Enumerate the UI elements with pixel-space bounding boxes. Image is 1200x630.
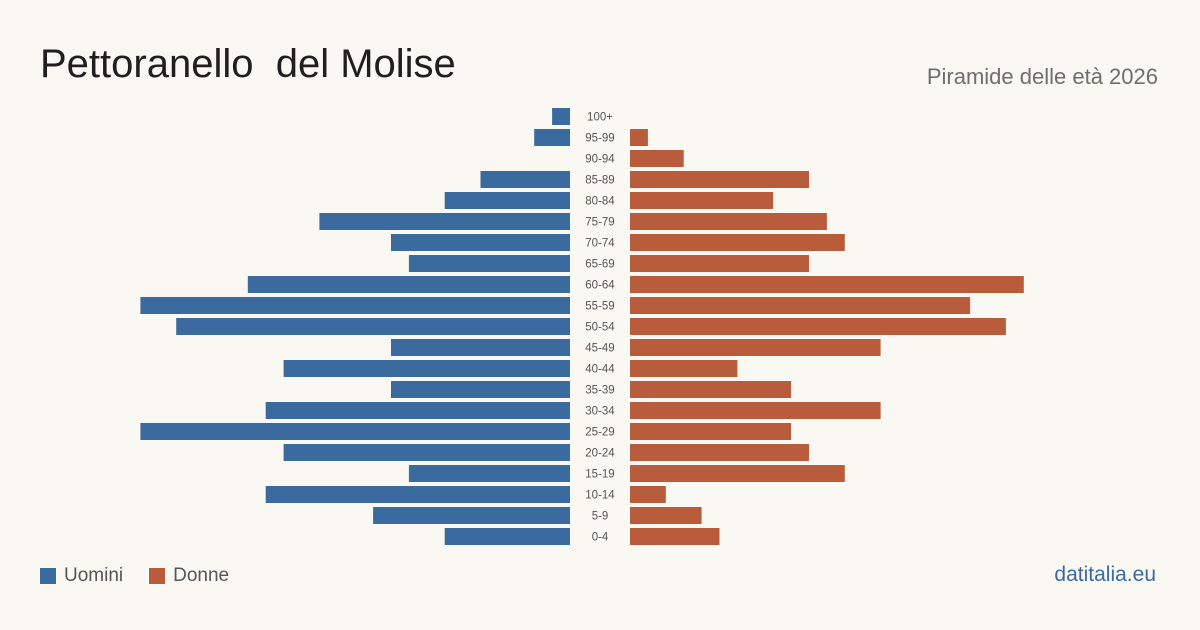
age-label: 65-69: [585, 259, 614, 271]
brand-link[interactable]: datitalia.eu: [1054, 563, 1156, 586]
age-label: 30-34: [585, 406, 615, 418]
age-label: 90-94: [585, 154, 615, 166]
bar-men-25-29: [140, 423, 570, 440]
age-label: 5-9: [592, 511, 609, 523]
bar-men-95-99: [534, 129, 570, 146]
age-label: 15-19: [585, 469, 614, 481]
bar-women-70-74: [630, 234, 845, 251]
bar-men-40-44: [283, 360, 570, 377]
bar-women-80-84: [630, 192, 774, 209]
bar-men-50-54: [176, 318, 570, 335]
bar-women-95-99: [630, 129, 648, 146]
legend-swatch-women: [149, 568, 166, 584]
bar-women-60-64: [630, 276, 1024, 293]
bar-men-10-14: [265, 486, 570, 503]
bar-women-85-89: [630, 171, 809, 188]
age-label: 20-24: [585, 448, 615, 460]
age-label: 60-64: [585, 280, 615, 292]
bar-men-85-89: [480, 171, 570, 188]
age-label: 50-54: [585, 322, 615, 334]
legend-item-men: Uomini: [40, 565, 123, 587]
bar-women-75-79: [630, 213, 827, 230]
bar-men-45-49: [391, 339, 570, 356]
age-label: 35-39: [585, 385, 614, 397]
bar-men-55-59: [140, 297, 570, 314]
bar-men-15-19: [408, 465, 570, 482]
bar-women-0-4: [630, 528, 720, 545]
age-label: 80-84: [585, 196, 615, 208]
age-label: 95-99: [585, 133, 614, 145]
bar-women-10-14: [630, 486, 666, 503]
age-label: 55-59: [585, 301, 614, 313]
legend-swatch-men: [40, 568, 56, 584]
bar-men-100+: [552, 108, 570, 125]
age-label: 100+: [587, 112, 613, 124]
bar-women-45-49: [630, 339, 881, 356]
age-label: 45-49: [585, 343, 614, 355]
age-label: 10-14: [585, 490, 615, 502]
bar-women-5-9: [630, 507, 702, 524]
bar-men-65-69: [408, 255, 570, 272]
bar-men-30-34: [265, 402, 570, 419]
bar-women-65-69: [630, 255, 809, 272]
bar-women-15-19: [630, 465, 845, 482]
age-label: 70-74: [585, 238, 615, 250]
age-label: 75-79: [585, 217, 614, 229]
bar-men-35-39: [391, 381, 570, 398]
chart-title: Pettoranello del Molise: [40, 42, 456, 86]
bar-women-40-44: [630, 360, 738, 377]
bar-men-70-74: [391, 234, 570, 251]
age-label: 0-4: [592, 532, 609, 544]
bar-women-35-39: [630, 381, 792, 398]
bar-women-30-34: [630, 402, 881, 419]
bar-women-25-29: [630, 423, 792, 440]
age-label: 25-29: [585, 427, 614, 439]
bar-women-90-94: [630, 150, 684, 167]
legend-label-men: Uomini: [64, 565, 124, 586]
bar-women-20-24: [630, 444, 809, 461]
bar-men-60-64: [247, 276, 571, 293]
legend-label-women: Donne: [173, 565, 230, 586]
bar-women-50-54: [630, 318, 1006, 335]
bar-men-75-79: [319, 213, 570, 230]
age-label: 85-89: [585, 175, 614, 187]
bar-men-0-4: [444, 528, 570, 545]
chart-subtitle: Piramide delle età 2026: [926, 64, 1158, 89]
bar-men-80-84: [444, 192, 570, 209]
bar-men-20-24: [283, 444, 570, 461]
bar-women-55-59: [630, 297, 971, 314]
bar-men-5-9: [373, 507, 570, 524]
legend: Uomini Donne: [40, 565, 255, 587]
age-label: 40-44: [585, 364, 615, 376]
legend-item-women: Donne: [149, 565, 229, 587]
